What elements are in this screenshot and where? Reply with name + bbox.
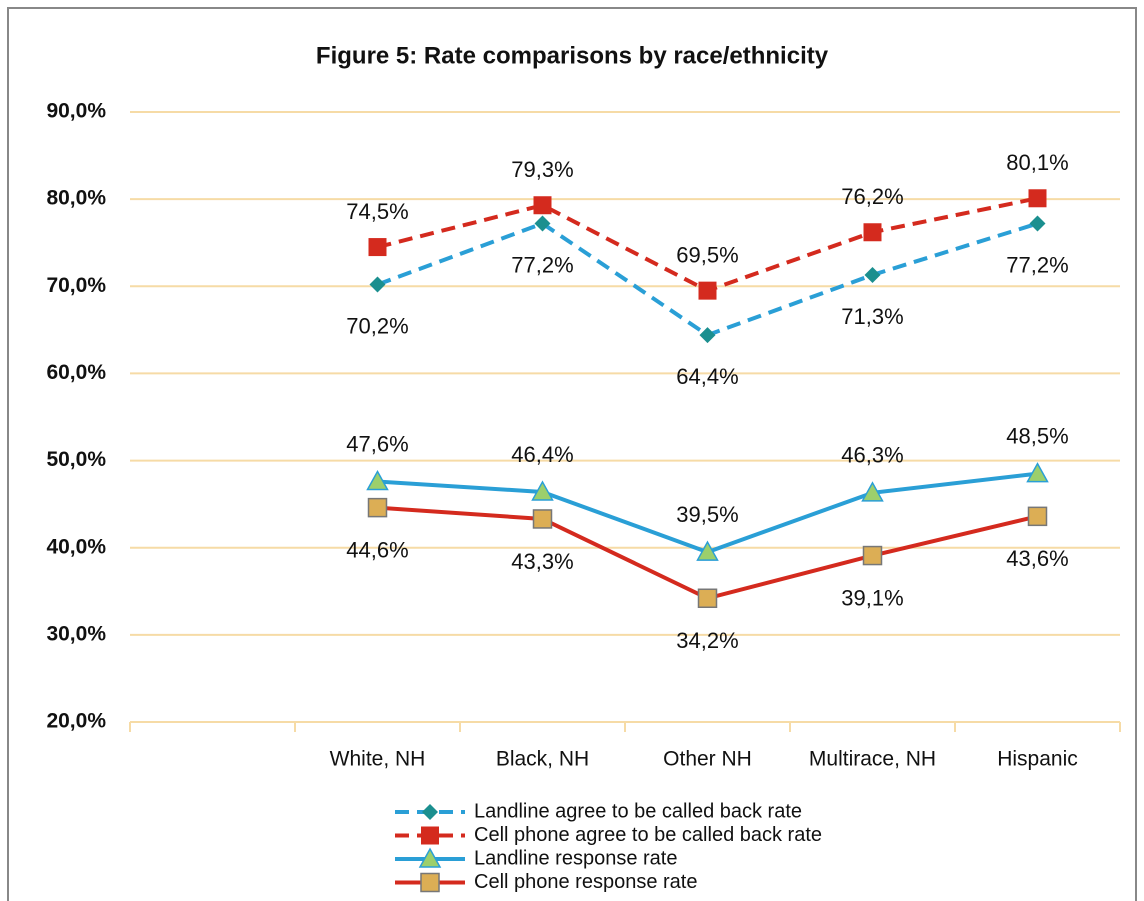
- y-tick-label: 60,0%: [46, 361, 106, 384]
- marker: [863, 223, 882, 242]
- series: 70,2% 77,2% 64,4% 71,3% 77,2%: [346, 215, 1069, 389]
- data-label: 69,5%: [676, 242, 738, 267]
- marker: [864, 266, 881, 283]
- legend-item: Landline agree to be called back rate: [395, 800, 802, 822]
- marker: [421, 826, 439, 845]
- marker: [697, 588, 718, 609]
- marker: [1029, 215, 1046, 232]
- data-label: 64,4%: [676, 364, 738, 389]
- marker: [1028, 189, 1047, 208]
- legend-item: Cell phone response rate: [395, 871, 697, 893]
- legend-label: Cell phone agree to be called back rate: [474, 824, 822, 846]
- data-label: 44,6%: [346, 537, 408, 562]
- marker: [533, 196, 552, 215]
- marker: [532, 509, 553, 529]
- series: 44,6% 43,3% 34,2% 39,1% 43,6%: [346, 497, 1069, 653]
- y-tick-label: 40,0%: [46, 535, 106, 558]
- marker: [1026, 462, 1049, 483]
- legend-item: Landline response rate: [395, 847, 677, 869]
- data-label: 46,3%: [841, 443, 903, 468]
- marker: [862, 545, 883, 566]
- marker: [699, 327, 716, 344]
- marker: [368, 238, 387, 257]
- series: 74,5% 79,3% 69,5% 76,2% 80,1%: [346, 150, 1069, 300]
- marker: [418, 847, 442, 868]
- marker: [861, 481, 884, 502]
- legend-label: Cell phone response rate: [474, 871, 697, 893]
- data-label: 70,2%: [346, 313, 408, 338]
- marker: [420, 872, 440, 893]
- data-label: 79,3%: [511, 157, 573, 182]
- y-tick-label: 80,0%: [46, 187, 106, 210]
- marker: [366, 469, 389, 491]
- x-tick-label: Other NH: [663, 748, 752, 771]
- legend-item: Cell phone agree to be called back rate: [395, 824, 822, 846]
- data-label: 39,5%: [676, 502, 738, 527]
- y-tick-label: 20,0%: [46, 710, 106, 733]
- marker: [531, 480, 554, 501]
- data-label: 39,1%: [841, 585, 903, 610]
- series: 47,6% 46,4% 39,5% 46,3% 48,5%: [346, 423, 1069, 561]
- data-label: 34,2%: [676, 628, 738, 653]
- y-tick-label: 70,0%: [46, 274, 106, 297]
- x-tick-label: White, NH: [330, 748, 426, 771]
- data-label: 77,2%: [1006, 252, 1068, 277]
- y-tick-label: 30,0%: [46, 622, 106, 645]
- data-label: 46,4%: [511, 442, 573, 467]
- x-tick-label: Black, NH: [496, 748, 589, 771]
- x-tick-label: Hispanic: [997, 748, 1078, 771]
- marker: [534, 215, 551, 232]
- data-label: 77,2%: [511, 252, 573, 277]
- legend-label: Landline agree to be called back rate: [474, 800, 802, 822]
- chart-frame: [7, 7, 1137, 901]
- data-label: 47,6%: [346, 431, 408, 456]
- marker: [367, 497, 388, 518]
- data-label: 48,5%: [1006, 423, 1068, 448]
- marker: [422, 804, 438, 820]
- marker: [1027, 506, 1048, 527]
- marker: [696, 540, 719, 561]
- data-label: 43,3%: [511, 549, 573, 574]
- marker: [698, 281, 717, 300]
- legend-label: Landline response rate: [474, 847, 677, 869]
- y-tick-label: 90,0%: [46, 100, 106, 123]
- y-tick-label: 50,0%: [46, 448, 106, 471]
- x-tick-label: Multirace, NH: [809, 748, 936, 771]
- marker: [369, 276, 386, 293]
- data-label: 74,5%: [346, 199, 408, 224]
- chart-title: Figure 5: Rate comparisons by race/ethni…: [316, 42, 829, 69]
- data-label: 76,2%: [841, 184, 903, 209]
- data-label: 80,1%: [1006, 150, 1068, 175]
- data-label: 43,6%: [1006, 546, 1068, 571]
- data-label: 71,3%: [841, 304, 903, 329]
